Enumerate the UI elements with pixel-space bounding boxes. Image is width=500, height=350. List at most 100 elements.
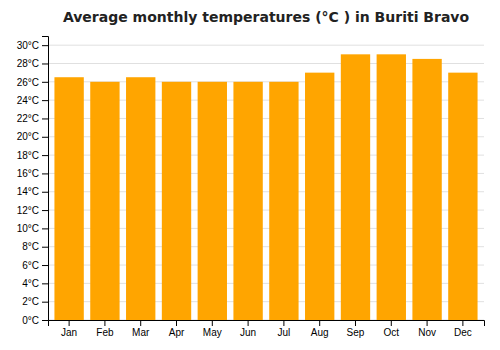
y-tick-mark bbox=[42, 247, 48, 248]
bar bbox=[162, 82, 191, 320]
y-tick-mark bbox=[42, 45, 48, 46]
y-tick-label: 6°C bbox=[22, 260, 39, 271]
x-tick: Feb bbox=[96, 320, 114, 338]
bar bbox=[198, 82, 227, 320]
y-tick-label: 18°C bbox=[17, 150, 39, 161]
grid-line bbox=[48, 45, 484, 46]
title: Average monthly temperatures (°C ) in Bu… bbox=[63, 9, 470, 25]
y-axis-line bbox=[42, 37, 49, 321]
bar bbox=[54, 77, 83, 320]
y-tick: 6°C bbox=[22, 260, 48, 271]
y-tick-mark bbox=[42, 210, 48, 211]
bar bbox=[341, 54, 370, 320]
bars bbox=[54, 54, 477, 320]
y-tick-mark bbox=[42, 118, 48, 119]
y-tick-mark bbox=[42, 100, 48, 101]
x-axis: Jan Feb Mar Apr May Jun Jul Aug Sep Oct Nov Dec bbox=[49, 320, 485, 338]
x-tick-label: Nov bbox=[418, 327, 436, 338]
x-tick: Mar bbox=[132, 320, 150, 338]
x-tick-mark bbox=[69, 320, 70, 326]
x-tick-mark bbox=[212, 320, 213, 326]
y-tick-mark bbox=[42, 283, 48, 284]
y-tick-mark bbox=[42, 302, 48, 303]
x-tick-label: Apr bbox=[169, 327, 185, 338]
x-axis-line bbox=[49, 321, 485, 327]
x-tick-mark bbox=[462, 320, 463, 326]
bar bbox=[90, 82, 119, 320]
chart: 0°C 2°C 4°C 6°C 8°C 10°C 12°C 14°C 16°C 18°C 20°C 2… bbox=[0, 0, 500, 350]
x-tick: May bbox=[203, 320, 222, 338]
y-tick-mark bbox=[42, 192, 48, 193]
y-tick-label: 10°C bbox=[17, 223, 39, 234]
y-tick-label: 4°C bbox=[22, 278, 39, 289]
x-tick-mark bbox=[391, 320, 392, 326]
y-tick-label: 28°C bbox=[17, 58, 39, 69]
y-tick: 4°C bbox=[22, 278, 48, 289]
x-tick-mark bbox=[248, 320, 249, 326]
x-tick-label: Jul bbox=[277, 327, 290, 338]
y-tick-mark bbox=[42, 228, 48, 229]
bar bbox=[269, 82, 298, 320]
y-tick-mark bbox=[42, 137, 48, 138]
y-tick-mark bbox=[42, 320, 48, 321]
x-tick-label: Dec bbox=[454, 327, 472, 338]
y-tick: 28°C bbox=[17, 58, 48, 69]
x-tick-label: Jan bbox=[61, 327, 77, 338]
x-tick-label: Feb bbox=[96, 327, 114, 338]
y-tick: 10°C bbox=[17, 223, 48, 234]
y-tick-label: 16°C bbox=[17, 168, 39, 179]
x-tick: Jul bbox=[277, 320, 290, 338]
y-tick: 14°C bbox=[17, 186, 48, 197]
y-tick: 26°C bbox=[17, 77, 48, 88]
x-tick-mark bbox=[319, 320, 320, 326]
x-tick-label: Jun bbox=[240, 327, 256, 338]
x-tick-mark bbox=[140, 320, 141, 326]
x-tick-mark bbox=[355, 320, 356, 326]
y-tick-label: 26°C bbox=[17, 77, 39, 88]
y-tick-mark bbox=[42, 265, 48, 266]
y-tick-mark bbox=[42, 173, 48, 174]
bar bbox=[126, 77, 155, 320]
x-tick: Oct bbox=[384, 320, 400, 338]
y-tick: 24°C bbox=[17, 95, 48, 106]
x-tick: Aug bbox=[311, 320, 329, 338]
bar bbox=[233, 82, 262, 320]
y-tick-label: 12°C bbox=[17, 205, 39, 216]
x-tick-mark bbox=[283, 320, 284, 326]
x-tick-mark bbox=[104, 320, 105, 326]
y-tick-label: 20°C bbox=[17, 131, 39, 142]
y-tick-label: 8°C bbox=[22, 241, 39, 252]
y-tick-mark bbox=[42, 63, 48, 64]
y-tick-label: 24°C bbox=[17, 95, 39, 106]
grid bbox=[48, 45, 484, 320]
y-tick-label: 14°C bbox=[17, 186, 39, 197]
y-tick: 0°C bbox=[22, 315, 48, 326]
y-tick-mark bbox=[42, 82, 48, 83]
y-tick: 22°C bbox=[17, 113, 48, 124]
y-tick-label: 30°C bbox=[17, 40, 39, 51]
x-tick: Nov bbox=[418, 320, 436, 338]
y-tick: 30°C bbox=[17, 40, 48, 51]
bar bbox=[412, 59, 441, 320]
y-tick: 18°C bbox=[17, 150, 48, 161]
x-tick-label: Oct bbox=[384, 327, 400, 338]
x-tick: Sep bbox=[347, 320, 365, 338]
x-tick-mark bbox=[176, 320, 177, 326]
y-tick-label: 2°C bbox=[22, 296, 39, 307]
bar bbox=[305, 73, 334, 320]
y-tick: 2°C bbox=[22, 296, 48, 307]
x-tick-label: Aug bbox=[311, 327, 329, 338]
y-tick: 16°C bbox=[17, 168, 48, 179]
x-tick-label: Mar bbox=[132, 327, 150, 338]
y-tick: 12°C bbox=[17, 205, 48, 216]
x-tick: Apr bbox=[169, 320, 185, 338]
x-tick: Jun bbox=[240, 320, 256, 338]
x-tick-label: May bbox=[203, 327, 222, 338]
y-tick: 8°C bbox=[22, 241, 48, 252]
bar bbox=[448, 73, 477, 320]
bar bbox=[377, 54, 406, 320]
y-axis: 0°C 2°C 4°C 6°C 8°C 10°C 12°C 14°C 16°C 18°C 20°C 2… bbox=[17, 37, 49, 326]
x-tick-label: Sep bbox=[347, 327, 365, 338]
plot: 0°C 2°C 4°C 6°C 8°C 10°C 12°C 14°C 16°C 18°C 20°C 2… bbox=[17, 37, 485, 339]
x-tick: Dec bbox=[454, 320, 472, 338]
